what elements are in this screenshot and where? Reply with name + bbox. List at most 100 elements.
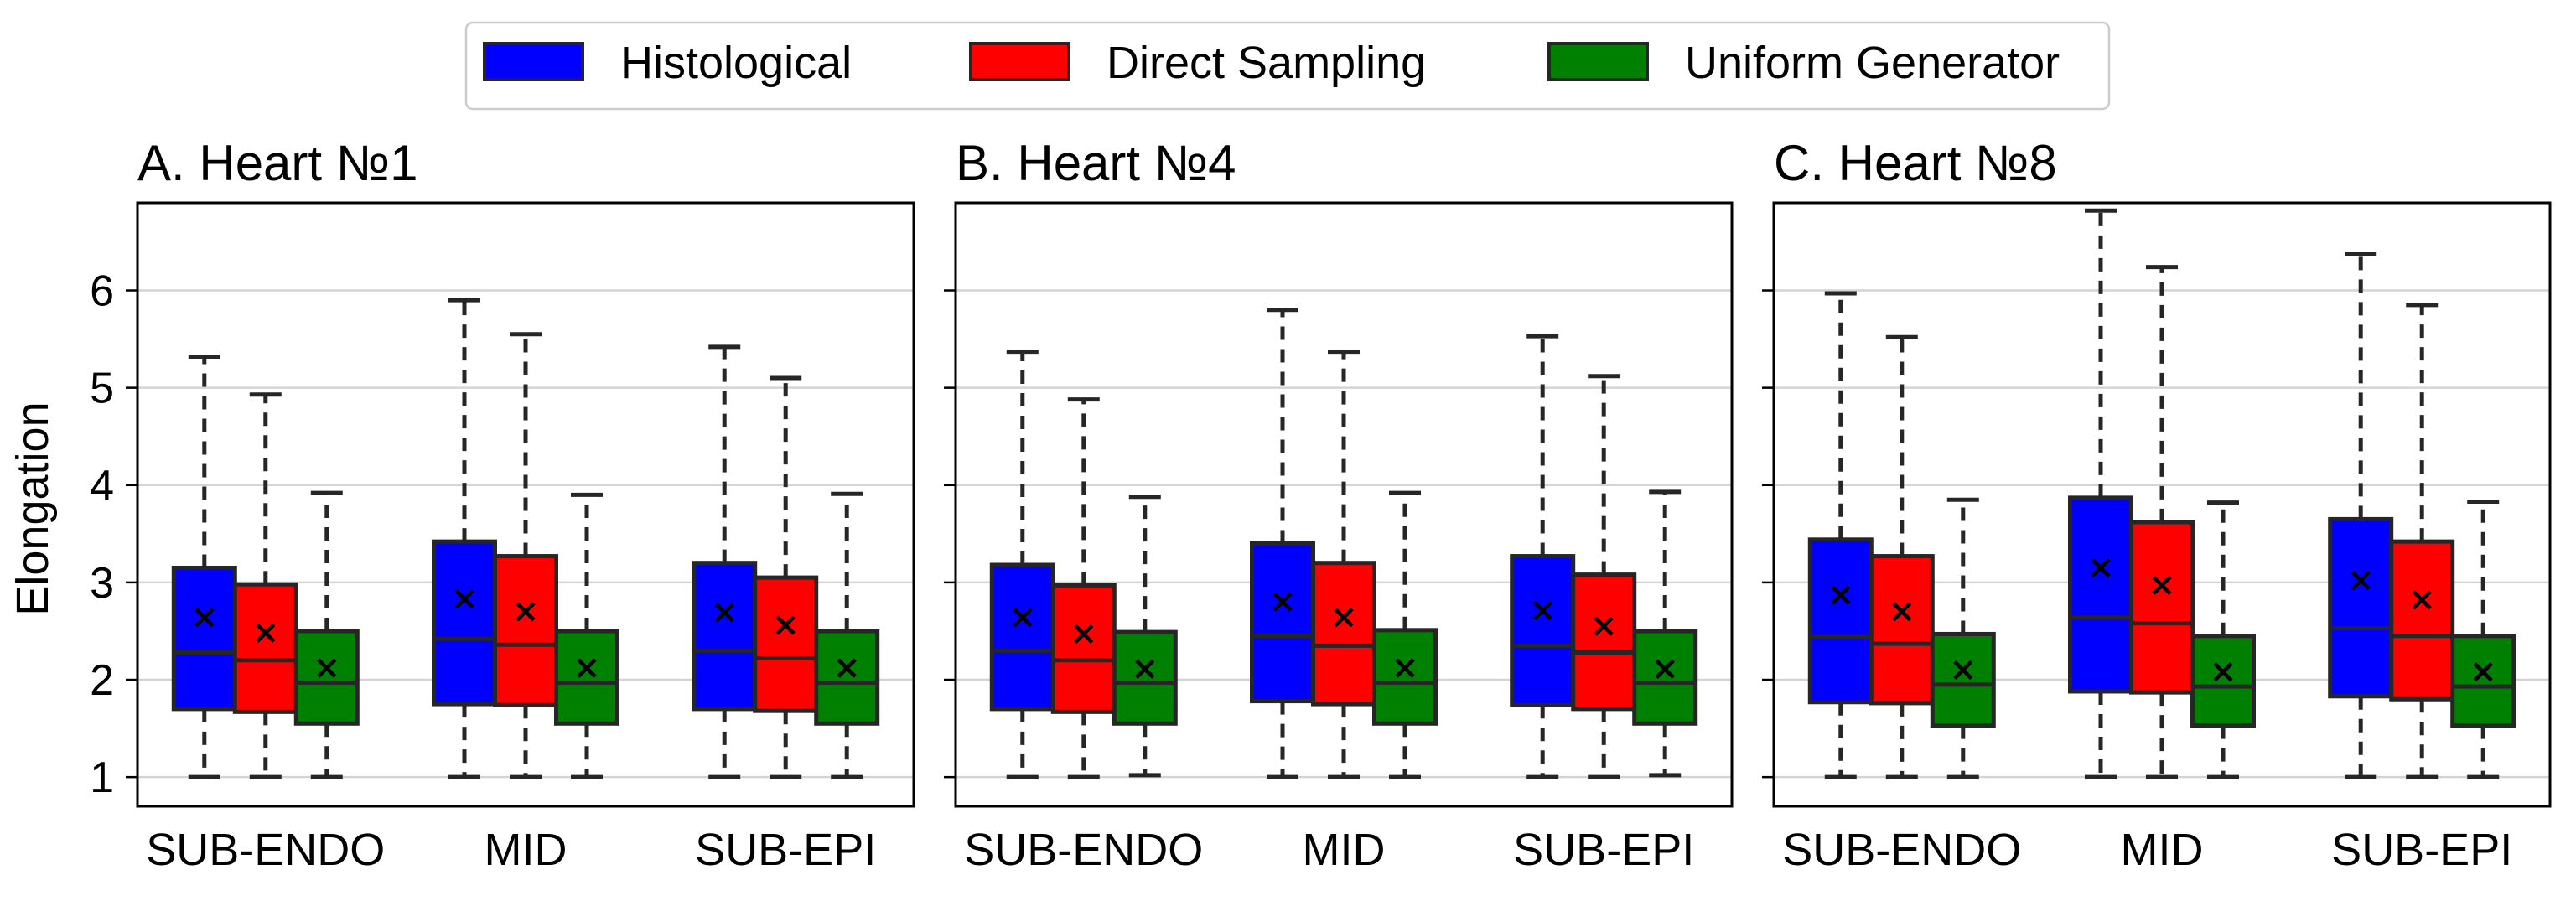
box-sub-endo-2 [232,392,298,779]
box-sub-epi-3 [1632,489,1698,778]
legend-swatch-1 [483,42,584,81]
x-tick-label: SUB-EPI [2331,825,2512,875]
legend-label-3: Uniform Generator [1685,38,2060,88]
mean-marker [2473,662,2493,682]
box-body [2190,634,2256,728]
box-mid-1 [1250,308,1315,779]
mean-marker [577,658,597,678]
box-body [1571,572,1637,712]
mean-marker [1395,658,1415,678]
box-body [1250,541,1315,704]
mean-marker [194,608,215,628]
box-sub-epi-1 [2328,252,2394,779]
box-sub-epi-3 [814,491,880,779]
mean-marker [1334,608,1354,628]
box-body [989,562,1055,712]
box-sub-endo-1 [989,350,1055,779]
box-sub-endo-2 [1869,334,1935,779]
x-tick-label: SUB-ENDO [146,825,385,875]
box-body [692,561,758,712]
mean-marker [317,658,337,678]
box-sub-epi-2 [753,375,819,779]
y-tick-label: 4 [90,462,114,510]
mean-marker [1074,624,1094,645]
box-body [1510,554,1576,707]
mean-marker [256,623,276,643]
y-tick-label: 3 [90,559,114,608]
box-body [1632,629,1698,726]
box-body [1050,583,1117,714]
box-mid-2 [493,332,558,779]
box-body [2450,634,2516,728]
mean-marker [1594,616,1614,636]
box-body [2068,495,2133,694]
box-body [2328,516,2394,699]
panel-1: 1 2 3 4 5 6 A. Heart №1 SUB-ENDO MID SUB-EPI [90,135,915,875]
y-axis-label: Elongation [8,401,58,615]
box-sub-epi-2 [1571,374,1637,779]
box-body [1311,561,1376,707]
box-mid-3 [2190,500,2256,779]
mean-marker [1532,600,1552,621]
legend: Histological Direct Sampling Uniform Gener… [464,21,2111,111]
panel-3: C. Heart №8 SUB-ENDO MID SUB-EPI [1762,135,2552,875]
box-body [2129,520,2195,695]
mean-marker [2091,557,2111,578]
box-sub-endo-2 [1050,397,1117,779]
box-body [1930,631,1996,728]
y-tick-label: 2 [90,656,114,705]
x-tick-label: SUB-ENDO [964,825,1203,875]
mean-marker [1831,585,1851,605]
y-tick-label: 1 [90,753,114,802]
box-sub-endo-3 [293,490,360,779]
box-mid-1 [2068,208,2133,779]
box-mid-1 [432,298,497,779]
mean-marker [1655,659,1675,679]
box-body [2389,539,2455,702]
legend-swatch-2 [969,42,1070,81]
mean-marker [837,658,857,678]
box-mid-3 [554,492,619,779]
panel-frame [136,201,915,808]
box-body [1807,537,1874,705]
box-sub-epi-3 [2450,500,2516,779]
box-mid-2 [1311,350,1376,779]
panel-frame [954,201,1734,808]
box-sub-endo-1 [1807,291,1874,779]
box-sub-endo-3 [1930,497,1996,779]
box-mid-2 [2129,265,2195,779]
box-body [753,575,819,713]
box-body [171,565,237,712]
mean-marker [2412,590,2432,610]
x-tick-label: MID [1303,825,1386,875]
legend-label-2: Direct Sampling [1107,38,1426,88]
legend-label-1: Histological [620,38,852,88]
panel-frame [1772,201,2552,808]
y-tick-label: 6 [90,267,114,316]
mean-marker [454,589,474,609]
box-body [1372,628,1438,726]
legend-swatch-3 [1547,42,1649,81]
box-sub-endo-1 [171,354,237,779]
mean-marker [714,603,734,623]
box-body [554,629,619,726]
box-sub-epi-2 [2389,303,2455,779]
x-tick-label: SUB-EPI [695,825,876,875]
box-body [493,554,558,707]
box-body [1869,554,1935,706]
x-tick-label: MID [2121,825,2204,875]
mean-marker [2152,575,2172,595]
x-tick-label: SUB-ENDO [1782,825,2021,875]
mean-marker [1953,660,1973,681]
panel-title: B. Heart №4 [956,135,1236,191]
box-body [814,629,880,726]
panel-title: A. Heart №1 [137,135,417,191]
box-sub-epi-1 [692,344,758,779]
x-tick-label: SUB-EPI [1513,825,1694,875]
box-sub-epi-1 [1510,334,1576,779]
box-sub-endo-3 [1112,495,1178,778]
mean-marker [1272,592,1293,612]
x-tick-label: MID [485,825,568,875]
